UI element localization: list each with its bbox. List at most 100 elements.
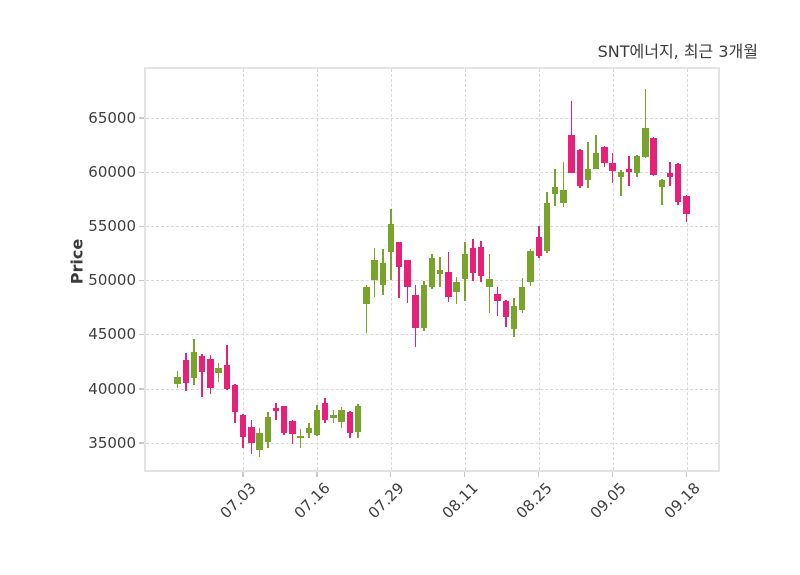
v-gridline — [243, 69, 245, 470]
candle-body — [223, 364, 230, 389]
y-tick-label: 35000 — [88, 433, 136, 452]
candle-body — [658, 179, 666, 188]
y-tick-mark — [139, 279, 144, 282]
candle-body — [174, 376, 181, 385]
v-gridline — [317, 69, 319, 470]
candle-wick — [661, 178, 663, 205]
h-gridline — [146, 442, 718, 444]
x-tick-label: 08.11 — [438, 479, 482, 523]
y-tick-label: 40000 — [88, 379, 136, 398]
x-tick-label: 07.03 — [216, 479, 260, 523]
candle-body — [305, 427, 313, 433]
candle-body — [502, 300, 510, 318]
candle-body — [461, 254, 469, 280]
candle-body — [527, 251, 534, 283]
candle-body — [469, 247, 477, 273]
y-tick-label: 65000 — [88, 108, 136, 127]
y-tick-label: 45000 — [88, 325, 136, 344]
candle-body — [642, 127, 649, 157]
candle-body — [215, 368, 222, 374]
y-tick-label: 55000 — [88, 217, 136, 236]
x-tick-label: 09.18 — [660, 479, 704, 523]
candle-body — [289, 421, 296, 435]
x-tick-mark — [316, 472, 318, 477]
h-gridline — [146, 172, 718, 174]
candle-body — [412, 295, 419, 328]
candle-wick — [365, 284, 368, 334]
candle-body — [634, 155, 641, 174]
candle-body — [371, 259, 378, 281]
candle-body — [510, 306, 518, 330]
v-gridline — [538, 69, 540, 470]
candle-body — [568, 135, 575, 174]
candle-body — [264, 416, 271, 442]
candle-wick — [562, 162, 565, 207]
candle-body — [281, 405, 288, 433]
y-tick-mark — [139, 117, 144, 119]
candle-wick — [644, 88, 647, 158]
h-gridline — [146, 388, 718, 390]
candle-body — [379, 263, 386, 285]
x-tick-mark — [685, 472, 687, 477]
candle-body — [338, 410, 345, 423]
v-gridline — [686, 69, 688, 470]
candle-body — [535, 237, 542, 257]
candle-body — [437, 269, 444, 274]
x-tick-label: 08.25 — [512, 479, 556, 523]
candle-wick — [398, 242, 400, 298]
h-gridline — [146, 226, 718, 228]
y-tick-label: 60000 — [88, 163, 136, 182]
y-tick-mark — [139, 171, 144, 174]
candle-body — [675, 164, 682, 203]
x-tick-label: 09.05 — [586, 479, 630, 523]
candle-body — [231, 385, 239, 413]
candle-wick — [201, 353, 203, 398]
candle-body — [625, 168, 633, 173]
candle-body — [650, 138, 657, 176]
candle-body — [609, 163, 616, 171]
candle-body — [584, 168, 592, 180]
candle-body — [478, 246, 485, 276]
candle-body — [551, 187, 559, 194]
candle-body — [617, 172, 624, 178]
candle-body — [494, 294, 501, 301]
candle-body — [198, 356, 206, 373]
candle-body — [592, 152, 600, 169]
h-gridline — [146, 334, 718, 336]
candle-body — [346, 412, 354, 433]
y-tick-mark — [139, 388, 144, 390]
y-tick-mark — [139, 225, 144, 228]
candle-body — [256, 433, 263, 451]
candle-wick — [299, 428, 302, 449]
candle-wick — [275, 402, 277, 420]
candle-body — [445, 271, 452, 297]
candle-body — [313, 410, 321, 436]
candle-body — [363, 286, 370, 305]
candle-wick — [595, 135, 597, 169]
x-tick-mark — [537, 472, 540, 477]
candle-body — [190, 351, 198, 378]
candle-body — [322, 402, 329, 420]
plot-area — [144, 67, 720, 472]
y-tick-mark — [139, 442, 144, 444]
candle-body — [428, 257, 436, 287]
candle-body — [239, 414, 247, 438]
candle-wick — [496, 286, 499, 317]
x-tick-mark — [611, 472, 614, 477]
x-tick-label: 07.16 — [290, 479, 334, 523]
y-tick-label: 50000 — [88, 271, 136, 290]
candle-wick — [620, 169, 622, 196]
v-gridline — [612, 69, 614, 470]
candle-body — [683, 195, 690, 215]
candle-body — [182, 360, 189, 384]
candle-body — [404, 259, 411, 287]
candle-body — [560, 190, 567, 204]
candle-body — [387, 224, 395, 253]
candle-body — [601, 147, 608, 164]
candle-body — [297, 436, 304, 439]
candle-body — [248, 426, 255, 443]
candle-body — [576, 150, 583, 187]
candle-body — [486, 279, 493, 287]
x-tick-mark — [389, 472, 392, 477]
